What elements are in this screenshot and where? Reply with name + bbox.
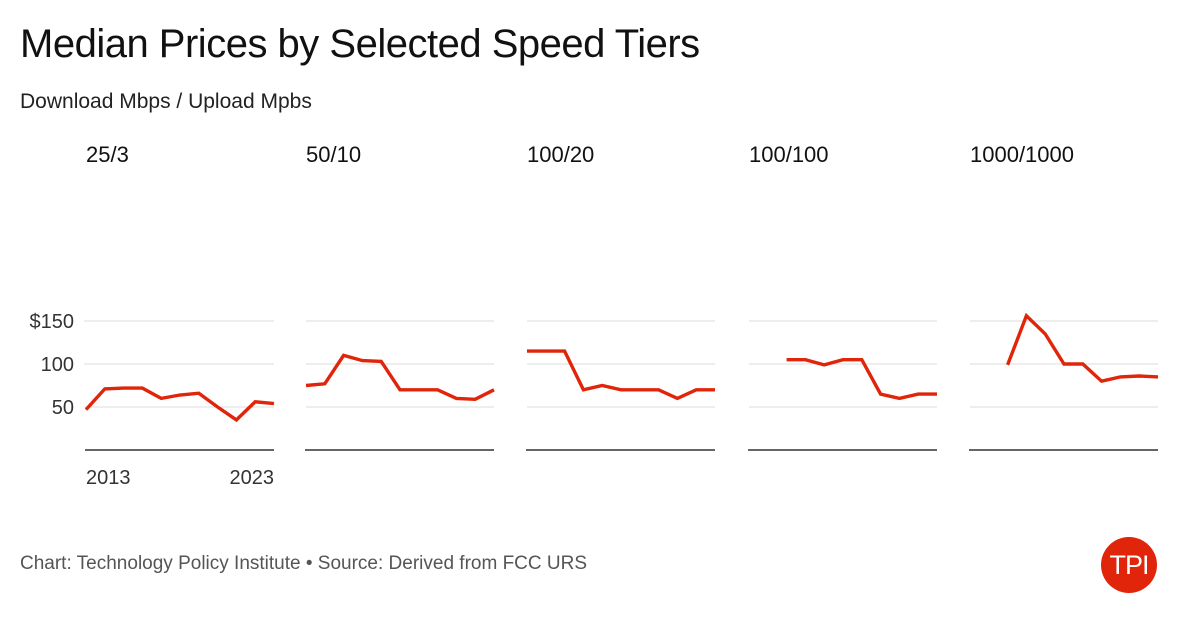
y-tick-label-150: $150 [30,311,75,333]
series-line-100-100 [786,358,937,401]
series-line-1000-1000 [1006,312,1159,384]
panel-title-3: 100/20 [527,142,594,167]
series-line-50-10 [305,353,495,402]
chart-title: Median Prices by Selected Speed Tiers [20,22,700,66]
tpi-logo-text: TPI [1109,549,1149,580]
x-tick-label-2023: 2023 [230,467,275,489]
small-multiples-chart: 25/3 50 100 $150 2013 2023 50/10 100/20 100/100 1… [30,142,1159,489]
panel-title-2: 50/10 [306,142,361,167]
y-tick-label-100: 100 [41,354,74,376]
panel-title-4: 100/100 [749,142,829,167]
panel-title-5: 1000/1000 [970,142,1074,167]
y-tick-label-50: 50 [52,397,74,419]
tpi-logo[interactable]: TPI [1101,537,1157,593]
source-credit: Chart: Technology Policy Institute • Sou… [20,553,588,574]
series-line-25-3 [84,386,275,423]
x-tick-label-2013: 2013 [86,467,131,489]
series-line-100-20 [527,349,715,401]
panel-title-1: 25/3 [86,142,129,167]
chart-subtitle: Download Mbps / Upload Mpbs [20,90,312,113]
